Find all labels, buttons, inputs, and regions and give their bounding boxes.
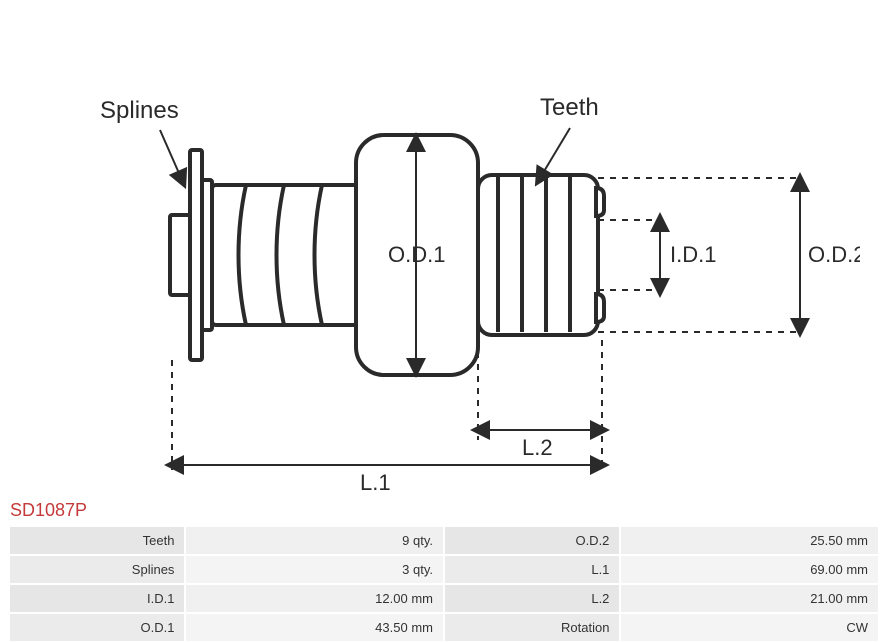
label-od2: O.D.2 xyxy=(808,242,860,267)
spec-value: 43.50 mm xyxy=(186,614,443,641)
spec-value: 9 qty. xyxy=(186,527,443,554)
part-code: SD1087P xyxy=(10,500,87,521)
spec-label: L.1 xyxy=(445,556,619,583)
spec-value: 12.00 mm xyxy=(186,585,443,612)
table-row: Teeth 9 qty. O.D.2 25.50 mm xyxy=(10,527,878,554)
spec-value: CW xyxy=(621,614,878,641)
label-od1: O.D.1 xyxy=(388,242,445,267)
technical-drawing: I.D.1 O.D.2 O.D.1 Splines Teeth L.2 L.1 xyxy=(60,60,860,490)
spec-label: O.D.1 xyxy=(10,614,184,641)
spec-label: O.D.2 xyxy=(445,527,619,554)
spec-label: Rotation xyxy=(445,614,619,641)
spec-label: L.2 xyxy=(445,585,619,612)
spec-label: Splines xyxy=(10,556,184,583)
diagram-area: I.D.1 O.D.2 O.D.1 Splines Teeth L.2 L.1 xyxy=(0,20,889,500)
table-row: I.D.1 12.00 mm L.2 21.00 mm xyxy=(10,585,878,612)
label-l1: L.1 xyxy=(360,470,391,490)
label-teeth: Teeth xyxy=(540,94,599,121)
table-row: O.D.1 43.50 mm Rotation CW xyxy=(10,614,878,641)
label-l2: L.2 xyxy=(522,435,553,460)
label-splines: Splines xyxy=(100,97,179,124)
table-row: Splines 3 qty. L.1 69.00 mm xyxy=(10,556,878,583)
spec-label: Teeth xyxy=(10,527,184,554)
spec-value: 25.50 mm xyxy=(621,527,878,554)
spec-value: 3 qty. xyxy=(186,556,443,583)
label-id1: I.D.1 xyxy=(670,242,716,267)
spec-table: Teeth 9 qty. O.D.2 25.50 mm Splines 3 qt… xyxy=(8,525,880,643)
spec-value: 69.00 mm xyxy=(621,556,878,583)
spec-value: 21.00 mm xyxy=(621,585,878,612)
spec-label: I.D.1 xyxy=(10,585,184,612)
